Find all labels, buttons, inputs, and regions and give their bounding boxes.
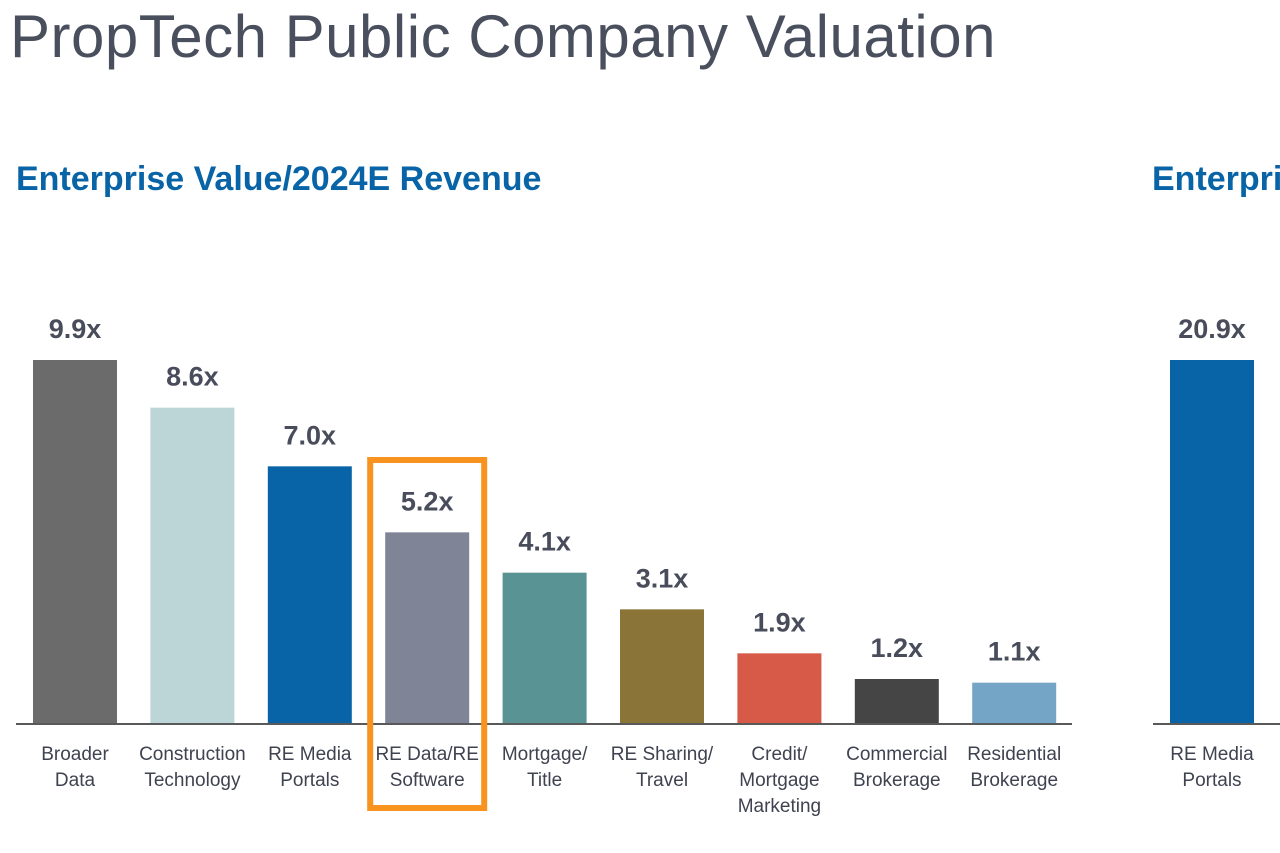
- chart-title-ev-2024e-revenue: Enterprise Value/2024E Revenue: [16, 160, 542, 198]
- category-label-0-6-line-0: Credit/: [751, 744, 808, 765]
- category-label-0-7-line-0: Commercial: [846, 744, 947, 765]
- bar-0-7: [854, 679, 939, 723]
- data-label-0-0: 9.9x: [49, 314, 102, 344]
- data-label-0-2: 7.0x: [284, 420, 337, 450]
- data-label-0-4: 4.1x: [518, 527, 571, 557]
- data-label-0-3: 5.2x: [401, 486, 454, 516]
- bar-0-4: [502, 572, 587, 723]
- bar-0-0: [33, 360, 117, 723]
- data-label-0-8: 1.1x: [988, 637, 1041, 667]
- data-label-0-7: 1.2x: [871, 633, 924, 663]
- data-label-0-5: 3.1x: [636, 563, 689, 593]
- category-label-0-0-line-0: Broader: [41, 744, 109, 765]
- category-label-0-6-line-1: Mortgage: [739, 770, 819, 791]
- category-label-0-0-line-1: Data: [55, 770, 96, 791]
- bar-0-1: [150, 407, 235, 723]
- category-label-0-1-line-1: Technology: [144, 770, 241, 791]
- category-label-0-4-line-0: Mortgage/: [502, 744, 588, 765]
- chart-title-right-truncated: Enterpris: [1152, 160, 1280, 198]
- highlight-box-0-3: [367, 457, 488, 811]
- category-label-0-3-line-0: RE Data/RE: [375, 744, 478, 765]
- page-title: PropTech Public Company Valuation: [10, 3, 996, 70]
- category-label-0-6-line-2: Marketing: [738, 796, 821, 817]
- category-label-0-4-line-1: Title: [527, 770, 562, 791]
- category-label-0-2-line-0: RE Media: [268, 744, 352, 765]
- category-label-0-3-line-1: Software: [390, 770, 465, 791]
- data-label-1-0: 20.9x: [1178, 314, 1246, 344]
- category-label-0-5-line-0: RE Sharing/: [611, 744, 714, 765]
- category-label-0-5-line-1: Travel: [636, 770, 688, 791]
- category-label-0-8-line-1: Brokerage: [970, 770, 1058, 791]
- category-label-0-2-line-1: Portals: [280, 770, 339, 791]
- bar-0-3: [385, 532, 470, 723]
- category-label-1-0-line-0: RE Media: [1170, 744, 1254, 765]
- data-label-0-6: 1.9x: [753, 607, 806, 637]
- data-label-0-1: 8.6x: [166, 362, 219, 392]
- category-label-1-0-line-1: Portals: [1182, 770, 1241, 791]
- bar-0-5: [620, 609, 704, 723]
- bar-0-6: [737, 653, 822, 723]
- bar-0-8: [972, 682, 1057, 723]
- bar-1-0: [1170, 360, 1254, 723]
- category-label-0-1-line-0: Construction: [139, 744, 246, 765]
- category-label-0-7-line-1: Brokerage: [853, 770, 941, 791]
- category-label-0-8-line-0: Residential: [967, 744, 1061, 765]
- bar-0-2: [267, 466, 352, 723]
